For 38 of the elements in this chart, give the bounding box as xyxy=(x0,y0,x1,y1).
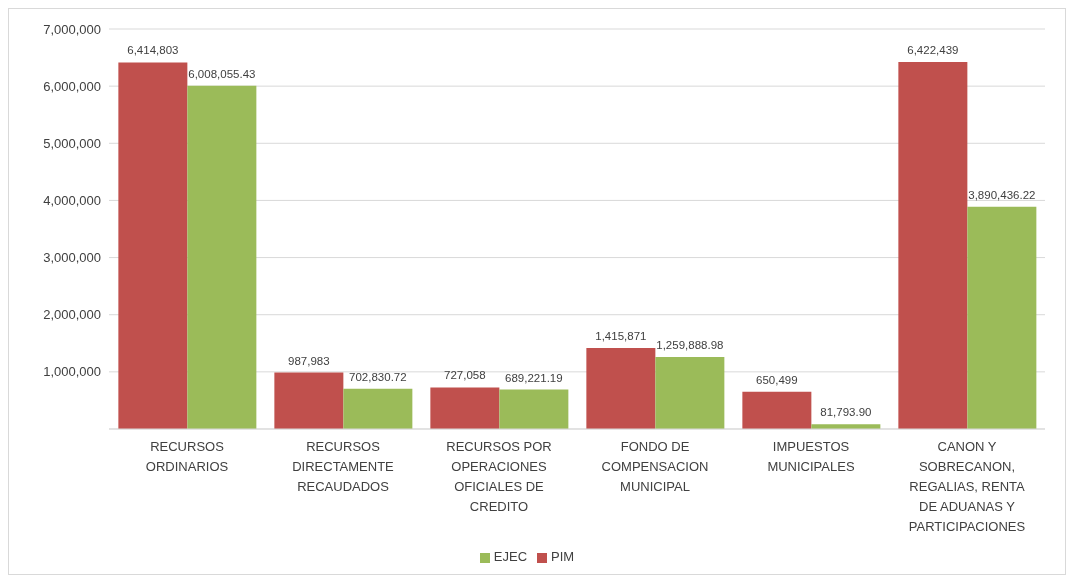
bar xyxy=(742,391,812,429)
y-tick-label: 7,000,000 xyxy=(43,21,101,37)
y-tick-label: 4,000,000 xyxy=(43,193,101,209)
bar xyxy=(499,389,569,429)
bar xyxy=(898,62,968,429)
y-tick-label: 1,000,000 xyxy=(43,364,101,380)
x-tick-label: RECURSOS POR OPERACIONES OFICIALES DE CREDITO xyxy=(446,439,552,514)
bar xyxy=(187,85,257,429)
x-tick-label: CANON Y SOBRECANON, REGALIAS, RENTA DE ADUANAS Y PARTICIPACIONES xyxy=(908,439,1026,534)
bar xyxy=(967,206,1037,429)
bar xyxy=(274,372,344,429)
data-label: 81,793.90 xyxy=(820,406,872,419)
data-label: 689,221.19 xyxy=(505,371,563,384)
bar xyxy=(343,388,413,429)
data-label: 650,499 xyxy=(756,373,798,386)
data-label: 6,008,055.43 xyxy=(188,67,256,80)
x-tick-label: IMPUESTOS MUNICIPALES xyxy=(767,439,855,474)
legend-label: PIM xyxy=(551,549,575,564)
data-label: 6,422,439 xyxy=(907,44,959,56)
bar xyxy=(586,348,656,429)
y-tick-label: 2,000,000 xyxy=(43,307,101,323)
y-tick-label: 5,000,000 xyxy=(43,135,101,151)
data-label: 1,415,871 xyxy=(595,330,647,343)
y-tick-label: 6,000,000 xyxy=(43,78,101,94)
data-label: 702,830.72 xyxy=(349,370,407,383)
x-tick-label: RECURSOS ORDINARIOS xyxy=(145,439,229,474)
data-label: 727,058 xyxy=(444,369,486,382)
data-label: 987,983 xyxy=(288,354,330,367)
legend-label: EJEC xyxy=(493,549,528,564)
x-tick-label: RECURSOS DIRECTAMENTE RECAUDADOS xyxy=(292,439,395,494)
bar xyxy=(430,387,500,429)
data-label: 3,890,436.22 xyxy=(968,188,1036,201)
data-label: 6,414,803 xyxy=(127,44,179,57)
bar xyxy=(655,357,725,429)
y-tick-label: 3,000,000 xyxy=(43,250,101,266)
x-tick-label: FONDO DE COMPENSACION MUNICIPAL xyxy=(601,439,709,494)
data-label: 1,259,888.98 xyxy=(656,339,724,352)
bar xyxy=(118,62,188,429)
